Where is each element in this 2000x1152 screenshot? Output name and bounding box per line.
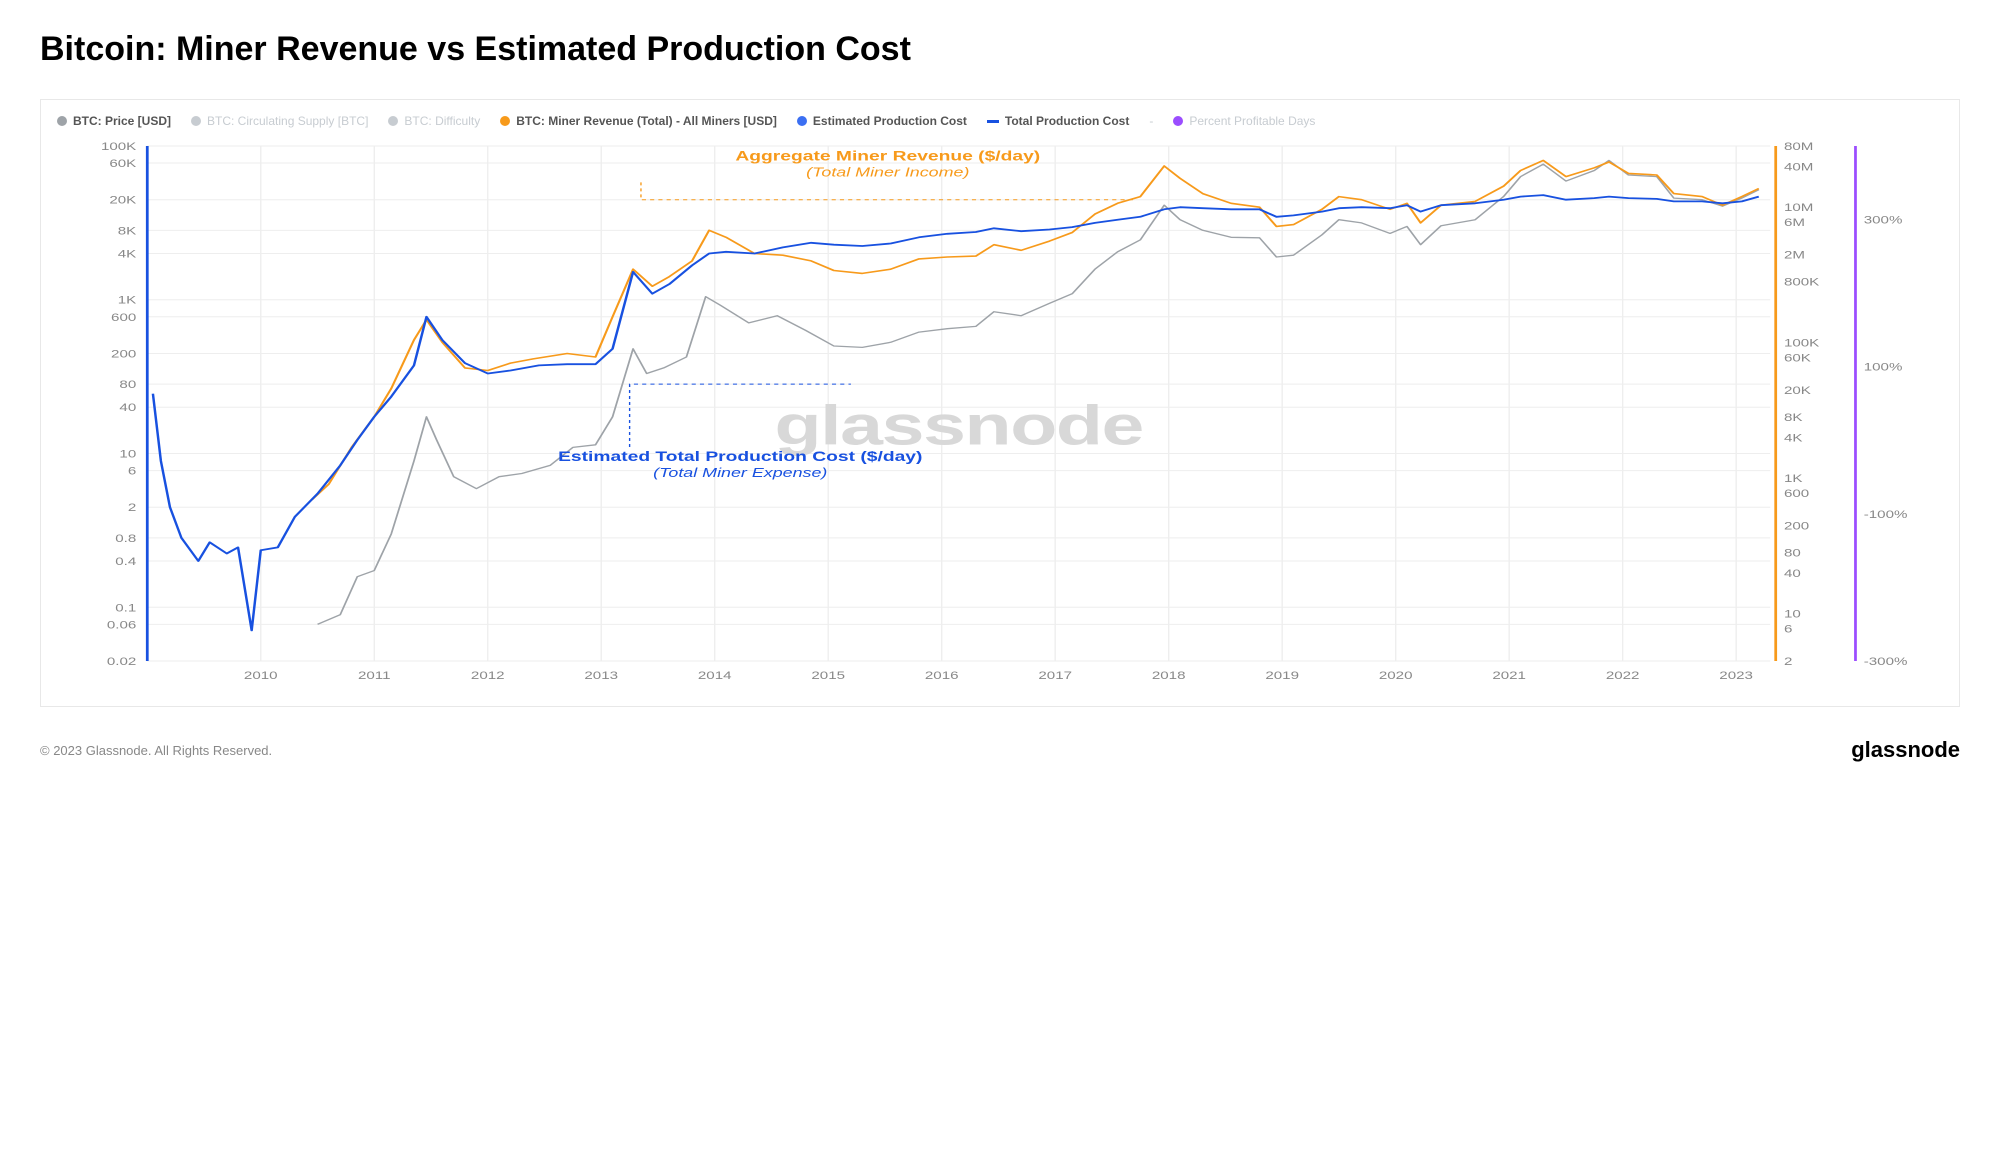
svg-text:60K: 60K — [109, 157, 136, 169]
legend-item[interactable]: Total Production Cost — [987, 114, 1129, 128]
svg-text:2017: 2017 — [1038, 669, 1072, 681]
svg-text:2023: 2023 — [1719, 669, 1753, 681]
svg-text:0.4: 0.4 — [115, 555, 136, 567]
svg-text:10M: 10M — [1784, 201, 1813, 213]
svg-text:4K: 4K — [1784, 431, 1803, 443]
svg-text:80: 80 — [119, 378, 136, 390]
svg-text:10: 10 — [1784, 608, 1801, 620]
chart-container: BTC: Price [USD] BTC: Circulating Supply … — [40, 99, 1960, 707]
svg-text:6: 6 — [128, 465, 136, 477]
svg-text:80: 80 — [1784, 546, 1801, 558]
svg-text:2019: 2019 — [1265, 669, 1299, 681]
chart-plot: glassnode0.020.060.10.40.826104080200600… — [51, 136, 1949, 696]
svg-text:2014: 2014 — [698, 669, 732, 681]
svg-text:1K: 1K — [1784, 472, 1803, 484]
svg-text:2: 2 — [128, 501, 136, 513]
svg-text:6: 6 — [1784, 623, 1792, 635]
copyright-text: © 2023 Glassnode. All Rights Reserved. — [40, 743, 272, 758]
legend-item[interactable]: BTC: Miner Revenue (Total) - All Miners … — [500, 114, 777, 128]
page-title: Bitcoin: Miner Revenue vs Estimated Prod… — [40, 30, 1960, 69]
svg-text:Estimated Total Production Cos: Estimated Total Production Cost ($/day) — [558, 448, 922, 464]
svg-text:8K: 8K — [1784, 411, 1803, 423]
svg-text:(Total Miner Expense): (Total Miner Expense) — [653, 466, 827, 480]
svg-text:200: 200 — [111, 348, 136, 360]
svg-text:800K: 800K — [1784, 276, 1820, 288]
svg-text:0.06: 0.06 — [107, 618, 136, 630]
svg-text:2016: 2016 — [925, 669, 959, 681]
svg-text:2M: 2M — [1784, 249, 1805, 261]
svg-text:2020: 2020 — [1379, 669, 1413, 681]
svg-text:60K: 60K — [1784, 352, 1811, 364]
legend-item[interactable]: - — [1149, 114, 1153, 128]
footer: © 2023 Glassnode. All Rights Reserved. g… — [40, 737, 1960, 763]
svg-text:(Total Miner Income): (Total Miner Income) — [806, 166, 969, 180]
legend: BTC: Price [USD] BTC: Circulating Supply … — [51, 112, 1949, 136]
svg-text:2013: 2013 — [584, 669, 618, 681]
svg-text:2011: 2011 — [358, 669, 391, 681]
svg-text:300%: 300% — [1864, 214, 1903, 226]
svg-text:100%: 100% — [1864, 361, 1903, 373]
svg-text:4K: 4K — [118, 247, 137, 259]
svg-text:2018: 2018 — [1152, 669, 1186, 681]
svg-text:-100%: -100% — [1864, 508, 1908, 520]
legend-item[interactable]: Estimated Production Cost — [797, 114, 967, 128]
svg-text:2015: 2015 — [811, 669, 845, 681]
svg-text:600: 600 — [1784, 487, 1809, 499]
svg-text:20K: 20K — [1784, 384, 1811, 396]
svg-text:2: 2 — [1784, 655, 1792, 667]
svg-text:0.02: 0.02 — [107, 655, 136, 667]
svg-text:8K: 8K — [118, 224, 137, 236]
svg-text:-300%: -300% — [1864, 655, 1908, 667]
svg-text:20K: 20K — [109, 194, 136, 206]
svg-text:6M: 6M — [1784, 216, 1805, 228]
svg-text:80M: 80M — [1784, 140, 1813, 152]
svg-text:2021: 2021 — [1492, 669, 1526, 681]
legend-item[interactable]: BTC: Circulating Supply [BTC] — [191, 114, 368, 128]
legend-item[interactable]: BTC: Difficulty — [388, 114, 480, 128]
legend-item[interactable]: Percent Profitable Days — [1173, 114, 1315, 128]
svg-text:100K: 100K — [1784, 337, 1820, 349]
svg-text:Aggregate Miner Revenue ($/day: Aggregate Miner Revenue ($/day) — [735, 148, 1040, 164]
svg-text:0.1: 0.1 — [115, 601, 136, 613]
legend-item[interactable]: BTC: Price [USD] — [57, 114, 171, 128]
svg-text:600: 600 — [111, 311, 136, 323]
svg-text:40: 40 — [119, 401, 136, 413]
svg-text:10: 10 — [119, 448, 136, 460]
svg-text:2010: 2010 — [244, 669, 278, 681]
svg-text:0.8: 0.8 — [115, 532, 136, 544]
svg-text:40: 40 — [1784, 567, 1801, 579]
svg-text:40M: 40M — [1784, 160, 1813, 172]
svg-text:200: 200 — [1784, 520, 1809, 532]
svg-text:2022: 2022 — [1606, 669, 1640, 681]
svg-text:2012: 2012 — [471, 669, 505, 681]
svg-text:1K: 1K — [118, 294, 137, 306]
brand-logo: glassnode — [1851, 737, 1960, 763]
svg-text:100K: 100K — [101, 140, 137, 152]
